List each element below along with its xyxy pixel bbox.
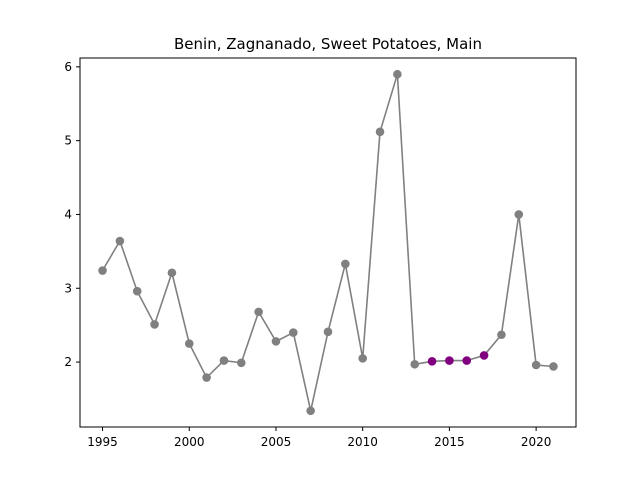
data-point (236, 358, 246, 368)
highlighted-data-point (427, 357, 437, 366)
data-point (219, 356, 229, 365)
data-point (115, 236, 125, 246)
x-tick-label: 2000 (174, 435, 205, 449)
data-point (254, 307, 263, 317)
data-point (202, 373, 211, 382)
x-axis-ticks: 1995 2000 2005 2010 2015 2020 (87, 427, 551, 449)
chart-title: Benin, Zagnanado, Sweet Potatoes, Main (174, 35, 482, 53)
data-point (306, 406, 315, 416)
y-axis-ticks: 2 3 4 5 6 (64, 60, 80, 369)
data-point (184, 339, 194, 348)
x-tick-label: 2020 (521, 435, 552, 449)
data-point (98, 266, 107, 275)
data-point (497, 330, 506, 340)
data-point (150, 320, 159, 329)
plot-frame (79, 57, 577, 428)
data-point (167, 268, 177, 278)
x-tick-label: 1995 (87, 435, 118, 449)
x-tick-label: 2015 (434, 435, 465, 449)
data-point (410, 359, 420, 369)
data-point (514, 210, 524, 219)
highlighted-data-point (445, 356, 454, 365)
x-tick-label: 2010 (347, 435, 378, 449)
data-point (323, 327, 333, 337)
y-tick-label: 6 (64, 60, 72, 74)
data-point (358, 354, 367, 363)
data-point (132, 286, 142, 296)
data-point (289, 328, 298, 337)
data-point (375, 127, 385, 137)
highlighted-data-point (462, 356, 472, 365)
data-point (341, 259, 350, 269)
y-tick-label: 4 (64, 207, 72, 221)
y-tick-label: 2 (64, 355, 72, 369)
highlighted-data-point (479, 351, 489, 360)
data-point (271, 337, 281, 346)
series-points-group (98, 69, 558, 416)
y-tick-label: 5 (64, 134, 72, 148)
y-tick-label: 3 (64, 281, 72, 295)
data-point (549, 362, 558, 371)
data-point (531, 360, 541, 370)
data-point (393, 69, 402, 79)
x-tick-label: 2005 (261, 435, 292, 449)
